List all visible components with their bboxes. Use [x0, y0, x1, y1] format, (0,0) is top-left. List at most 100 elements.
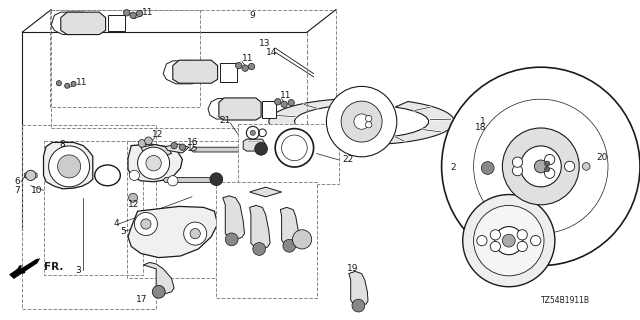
Circle shape	[502, 128, 579, 205]
Bar	[22, 125, 156, 309]
Circle shape	[564, 161, 575, 172]
Circle shape	[341, 101, 382, 142]
Circle shape	[210, 173, 223, 186]
Circle shape	[545, 161, 550, 166]
Circle shape	[248, 63, 255, 70]
Text: 14: 14	[266, 48, 277, 57]
Polygon shape	[128, 206, 218, 258]
Polygon shape	[128, 144, 182, 182]
Circle shape	[326, 86, 397, 157]
Circle shape	[146, 156, 161, 171]
Text: 4: 4	[114, 220, 120, 228]
Text: 6: 6	[14, 177, 20, 186]
Polygon shape	[262, 101, 276, 118]
Circle shape	[582, 163, 590, 170]
Polygon shape	[51, 12, 90, 35]
Text: 12: 12	[152, 130, 164, 139]
Circle shape	[171, 142, 177, 149]
Circle shape	[145, 137, 152, 145]
Text: 13: 13	[259, 39, 271, 48]
Polygon shape	[163, 178, 223, 182]
Circle shape	[71, 81, 76, 86]
Circle shape	[141, 219, 151, 229]
Polygon shape	[243, 139, 266, 151]
Text: 3: 3	[76, 266, 81, 275]
Circle shape	[517, 230, 527, 240]
Circle shape	[517, 241, 527, 252]
Circle shape	[365, 115, 372, 122]
Polygon shape	[165, 144, 189, 153]
Polygon shape	[10, 269, 18, 278]
Circle shape	[26, 170, 36, 180]
Polygon shape	[143, 262, 174, 294]
Circle shape	[474, 205, 544, 276]
Polygon shape	[349, 271, 368, 306]
Polygon shape	[108, 15, 125, 31]
Text: 18: 18	[475, 124, 486, 132]
Circle shape	[65, 83, 70, 88]
Polygon shape	[208, 99, 244, 119]
Circle shape	[520, 146, 561, 187]
Circle shape	[282, 135, 307, 161]
Circle shape	[490, 241, 500, 252]
Circle shape	[138, 147, 170, 179]
Circle shape	[446, 72, 636, 261]
Circle shape	[275, 99, 281, 105]
Circle shape	[152, 285, 165, 298]
Circle shape	[179, 144, 186, 150]
Text: 7: 7	[14, 186, 20, 195]
Circle shape	[477, 236, 487, 246]
Circle shape	[463, 195, 555, 287]
Text: 12: 12	[128, 200, 140, 209]
Circle shape	[292, 230, 312, 249]
Circle shape	[168, 176, 178, 186]
Circle shape	[513, 165, 523, 176]
Circle shape	[124, 10, 130, 16]
Polygon shape	[582, 164, 590, 170]
Text: 22: 22	[342, 156, 354, 164]
Circle shape	[545, 168, 555, 178]
Circle shape	[129, 193, 138, 202]
Polygon shape	[163, 61, 205, 84]
Circle shape	[352, 299, 365, 312]
Polygon shape	[191, 147, 268, 152]
Text: 11: 11	[242, 54, 253, 63]
Text: TZ54B1911B: TZ54B1911B	[541, 296, 590, 305]
Circle shape	[281, 101, 287, 108]
Circle shape	[49, 146, 90, 187]
Circle shape	[442, 67, 640, 266]
Text: 11: 11	[280, 91, 292, 100]
Bar	[479, 117, 503, 133]
Circle shape	[190, 228, 200, 239]
Circle shape	[134, 212, 157, 236]
Circle shape	[130, 12, 136, 19]
Circle shape	[474, 99, 608, 234]
Bar	[127, 141, 239, 278]
Text: 21: 21	[219, 116, 230, 125]
Polygon shape	[479, 132, 500, 168]
Circle shape	[545, 155, 555, 165]
Circle shape	[236, 62, 242, 69]
Text: 17: 17	[136, 295, 148, 304]
Circle shape	[481, 162, 494, 174]
Polygon shape	[280, 207, 300, 246]
Text: 15: 15	[187, 144, 198, 153]
Bar	[50, 10, 200, 107]
Bar	[238, 124, 339, 184]
Polygon shape	[269, 99, 454, 145]
Circle shape	[129, 170, 140, 180]
Polygon shape	[223, 196, 244, 239]
Text: 8: 8	[60, 140, 65, 149]
Text: 19: 19	[347, 264, 358, 273]
Circle shape	[495, 227, 523, 255]
Polygon shape	[141, 145, 172, 156]
Text: 9: 9	[250, 11, 255, 20]
Polygon shape	[219, 98, 261, 120]
Circle shape	[225, 233, 238, 246]
Text: 1: 1	[481, 117, 486, 126]
Polygon shape	[24, 171, 37, 179]
Circle shape	[288, 100, 294, 106]
Circle shape	[490, 230, 500, 240]
Text: 10: 10	[31, 186, 42, 195]
Text: 5: 5	[120, 228, 126, 236]
